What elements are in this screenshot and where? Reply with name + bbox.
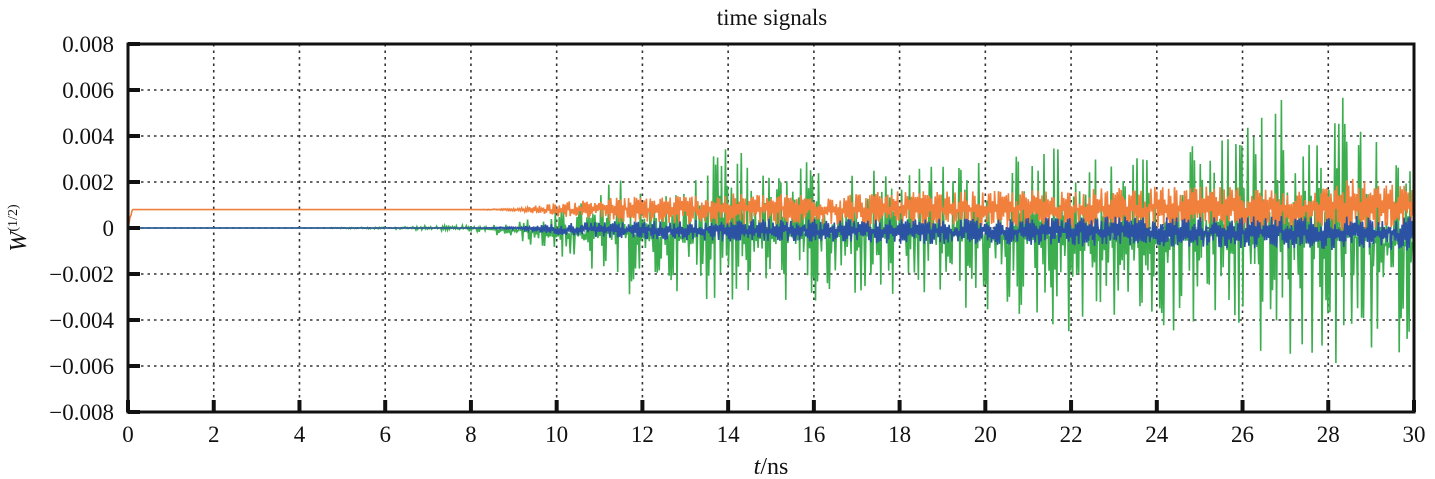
x-tick-label: 0	[122, 422, 134, 447]
x-tick-label: 10	[545, 422, 568, 447]
x-tick-labels: 0 2 4 6 8 10 12 14 16 18 20 22 24 26 28 30	[122, 422, 1425, 447]
x-tick-label: 14	[717, 422, 741, 447]
x-axis-label-unit: /ns	[760, 454, 788, 479]
y-tick-label: 0.008	[62, 32, 114, 57]
y-tick-label: −0.006	[49, 354, 114, 379]
x-tick-label: 24	[1145, 422, 1169, 447]
x-tick-label: 26	[1231, 422, 1254, 447]
y-tick-label: 0.004	[62, 124, 114, 149]
y-tick-label: −0.002	[49, 262, 114, 287]
x-tick-label: 20	[974, 422, 997, 447]
x-tick-label: 2	[208, 422, 220, 447]
chart-title: time signals	[717, 5, 828, 30]
x-tick-label: 22	[1060, 422, 1083, 447]
y-tick-label: −0.008	[49, 400, 114, 425]
y-axis-label-base: W	[6, 230, 32, 252]
series-layer	[128, 98, 1414, 363]
y-tick-labels: 0.008 0.006 0.004 0.002 0 −0.002 −0.004 −0.006 −…	[49, 32, 114, 425]
x-tick-label: 16	[802, 422, 825, 447]
x-tick-label: 18	[888, 422, 911, 447]
y-axis-label-superscript: (1/2)	[6, 204, 21, 232]
x-tick-label: 12	[631, 422, 654, 447]
y-axis-label: W(1/2)	[6, 204, 32, 252]
x-tick-label: 6	[379, 422, 391, 447]
x-tick-label: 30	[1403, 422, 1426, 447]
x-tick-label: 4	[294, 422, 306, 447]
y-tick-label: 0	[103, 216, 115, 241]
y-tick-label: 0.006	[62, 78, 114, 103]
x-tick-label: 28	[1317, 422, 1340, 447]
x-tick-label: 8	[465, 422, 477, 447]
y-tick-label: 0.002	[62, 170, 114, 195]
y-tick-label: −0.004	[49, 308, 114, 333]
x-axis-label: t/ns	[754, 454, 789, 479]
